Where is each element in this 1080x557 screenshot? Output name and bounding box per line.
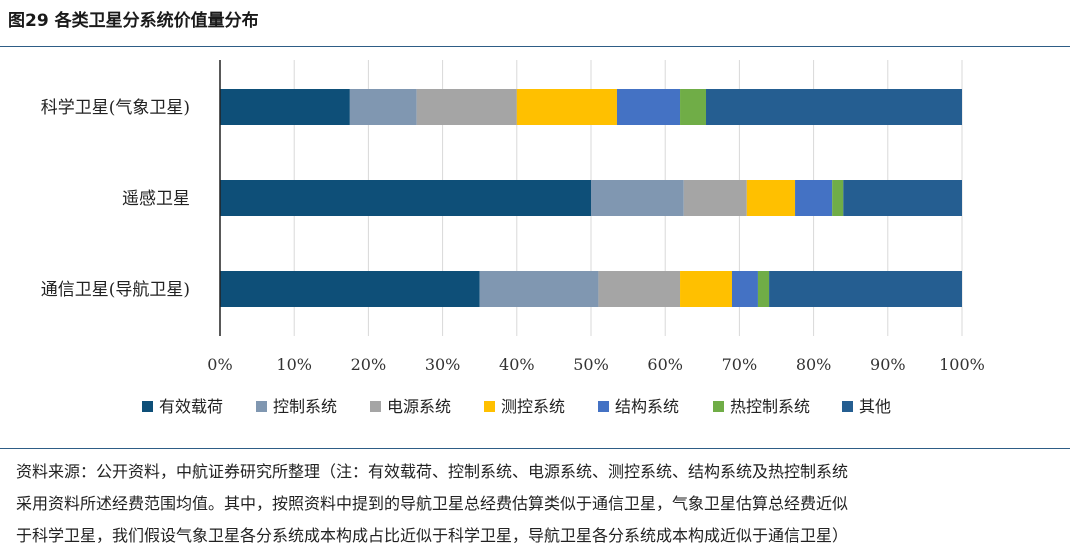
bar-segment [479,271,599,307]
legend-item: 电源系统 [370,397,451,416]
figure-title: 图29 各类卫星分系统价值量分布 [8,11,259,31]
bar-segment [591,180,684,216]
source-line-1: 资料来源：公开资料，中航证券研究所整理（注：有效载荷、控制系统、电源系统、测控系… [16,462,849,481]
legend-label: 电源系统 [387,397,451,416]
legend-item: 结构系统 [598,397,679,416]
legend-item: 控制系统 [256,397,337,416]
legend: 有效载荷 控制系统 电源系统 测控系统 结构系统 热控制系统 其他 [142,397,891,416]
legend-item: 有效载荷 [142,397,223,416]
bar-segment [706,89,962,125]
source-note: 资料来源：公开资料，中航证券研究所整理（注：有效载荷、控制系统、电源系统、测控系… [16,456,1066,552]
bar-segment [769,271,962,307]
legend-swatch [484,401,495,412]
x-tick-label: 80% [796,355,832,374]
x-tick-labels: 0% 10% 20% 30% 40% 50% 60% 70% 80% 90% 100% [207,355,985,374]
bar-segment [616,89,681,125]
legend-item: 其他 [842,397,891,416]
x-tick-label: 100% [939,355,985,374]
bar-segment [757,271,770,307]
legend-swatch [842,401,853,412]
legend-label: 热控制系统 [730,397,810,416]
x-tick-label: 50% [573,355,609,374]
source-line-2: 采用资料所述经费范围均值。其中，按照资料中提到的导航卫星总经费估算类似于通信卫星… [16,494,849,513]
legend-label: 控制系统 [273,397,337,416]
legend-swatch [598,401,609,412]
bar-segment [220,180,591,216]
x-tick-label: 20% [351,355,387,374]
category-label: 遥感卫星 [122,189,190,209]
bar-segment [746,180,796,216]
x-tick-label: 90% [870,355,906,374]
bar-segment [220,89,350,125]
legend-label: 有效载荷 [159,397,223,416]
top-divider [0,46,1070,47]
bar-segment [598,271,681,307]
legend-label: 测控系统 [501,397,565,416]
bar-segment [843,180,962,216]
bar-groups [220,89,962,307]
bar-segment [680,271,732,307]
category-label: 科学卫星(气象卫星) [41,98,190,118]
x-tick-label: 70% [722,355,758,374]
bar-segment [683,180,747,216]
x-tick-label: 0% [207,355,232,374]
source-line-3: 于科学卫星，我们假设气象卫星各分系统成本构成占比近似于科学卫星，导航卫星各分系统… [16,526,849,545]
bar-row [220,89,962,125]
x-tick-label: 40% [499,355,535,374]
bar-segment [731,271,758,307]
category-label: 通信卫星(导航卫星) [41,280,190,300]
bar-segment [220,271,480,307]
bar-segment [832,180,844,216]
legend-item: 测控系统 [484,397,565,416]
bar-segment [516,89,617,125]
bar-row [220,180,962,216]
legend-label: 结构系统 [615,397,679,416]
bar-segment [680,89,707,125]
legend-swatch [370,401,381,412]
x-tick-label: 30% [425,355,461,374]
bar-segment [349,89,417,125]
x-tick-label: 10% [276,355,312,374]
bar-segment [416,89,517,125]
legend-swatch [142,401,153,412]
bottom-divider [0,448,1070,449]
legend-swatch [256,401,267,412]
x-tick-label: 60% [647,355,683,374]
bar-row [220,271,962,307]
bar-segment [795,180,833,216]
legend-label: 其他 [859,397,891,416]
legend-swatch [713,401,724,412]
legend-item: 热控制系统 [713,397,810,416]
